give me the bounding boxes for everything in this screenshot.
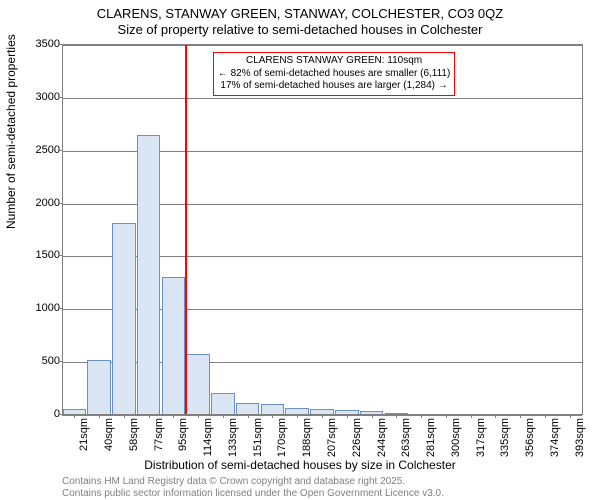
- y-tick-mark: [58, 203, 62, 204]
- x-tick-label: 207sqm: [326, 418, 338, 457]
- x-tick-mark: [372, 414, 373, 418]
- y-tick-label: 500: [14, 355, 60, 367]
- credit-line2: Contains public sector information licen…: [62, 488, 444, 499]
- x-tick-mark: [421, 414, 422, 418]
- x-tick-mark: [198, 414, 199, 418]
- y-tick-label: 3000: [14, 91, 60, 103]
- x-tick-label: 188sqm: [301, 418, 313, 457]
- y-tick-mark: [58, 308, 62, 309]
- x-tick-mark: [322, 414, 323, 418]
- x-tick-mark: [347, 414, 348, 418]
- x-tick-label: 300sqm: [450, 418, 462, 457]
- y-tick-mark: [58, 414, 62, 415]
- x-tick-label: 21sqm: [78, 418, 90, 451]
- chart-container: CLARENS, STANWAY GREEN, STANWAY, COLCHES…: [0, 0, 600, 500]
- plot-area: CLARENS STANWAY GREEN: 110sqm← 82% of se…: [62, 44, 583, 415]
- y-tick-label: 2000: [14, 197, 60, 209]
- x-tick-label: 281sqm: [425, 418, 437, 457]
- y-axis-line: [62, 44, 63, 414]
- x-tick-mark: [272, 414, 273, 418]
- y-tick-mark: [58, 44, 62, 45]
- y-tick-label: 1500: [14, 249, 60, 261]
- title-line1: CLARENS, STANWAY GREEN, STANWAY, COLCHES…: [0, 6, 600, 21]
- title-line2: Size of property relative to semi-detach…: [0, 22, 600, 37]
- x-tick-mark: [248, 414, 249, 418]
- x-tick-label: 77sqm: [153, 418, 165, 451]
- x-tick-label: 317sqm: [475, 418, 487, 457]
- property-marker-line: [185, 45, 187, 415]
- histogram-bar: [112, 223, 136, 415]
- x-tick-mark: [471, 414, 472, 418]
- x-axis-label: Distribution of semi-detached houses by …: [0, 458, 600, 472]
- y-tick-mark: [58, 150, 62, 151]
- x-tick-label: 151sqm: [252, 418, 264, 457]
- x-tick-mark: [149, 414, 150, 418]
- x-tick-label: 263sqm: [400, 418, 412, 457]
- x-tick-mark: [396, 414, 397, 418]
- annotation-line: CLARENS STANWAY GREEN: 110sqm: [218, 55, 451, 68]
- x-tick-label: 133sqm: [227, 418, 239, 457]
- y-tick-label: 1000: [14, 302, 60, 314]
- x-tick-label: 170sqm: [276, 418, 288, 457]
- x-tick-mark: [520, 414, 521, 418]
- y-tick-label: 2500: [14, 144, 60, 156]
- x-tick-label: 244sqm: [376, 418, 388, 457]
- x-tick-mark: [545, 414, 546, 418]
- x-tick-mark: [446, 414, 447, 418]
- x-tick-mark: [297, 414, 298, 418]
- y-tick-label: 3500: [14, 38, 60, 50]
- credit-line1: Contains HM Land Registry data © Crown c…: [62, 476, 405, 487]
- x-tick-label: 40sqm: [103, 418, 115, 451]
- annotation-line: ← 82% of semi-detached houses are smalle…: [218, 68, 451, 81]
- histogram-bar: [162, 277, 186, 415]
- x-tick-label: 335sqm: [499, 418, 511, 457]
- x-tick-label: 356sqm: [524, 418, 536, 457]
- histogram-bar: [211, 393, 235, 415]
- gridline: [62, 98, 582, 99]
- annotation-line: 17% of semi-detached houses are larger (…: [218, 80, 451, 93]
- x-tick-mark: [223, 414, 224, 418]
- x-tick-label: 393sqm: [574, 418, 586, 457]
- x-tick-mark: [173, 414, 174, 418]
- x-tick-label: 226sqm: [351, 418, 363, 457]
- y-tick-mark: [58, 97, 62, 98]
- y-tick-mark: [58, 255, 62, 256]
- histogram-bar: [87, 360, 111, 415]
- annotation-box: CLARENS STANWAY GREEN: 110sqm← 82% of se…: [213, 52, 456, 96]
- x-tick-mark: [570, 414, 571, 418]
- histogram-bar: [137, 135, 161, 415]
- y-tick-label: 0: [14, 408, 60, 420]
- histogram-bar: [186, 354, 210, 415]
- x-tick-mark: [74, 414, 75, 418]
- x-tick-label: 58sqm: [128, 418, 140, 451]
- x-tick-mark: [99, 414, 100, 418]
- x-tick-label: 95sqm: [177, 418, 189, 451]
- x-tick-mark: [124, 414, 125, 418]
- y-tick-mark: [58, 361, 62, 362]
- x-tick-label: 374sqm: [549, 418, 561, 457]
- x-tick-label: 114sqm: [202, 418, 214, 456]
- x-tick-mark: [495, 414, 496, 418]
- gridline: [62, 45, 582, 46]
